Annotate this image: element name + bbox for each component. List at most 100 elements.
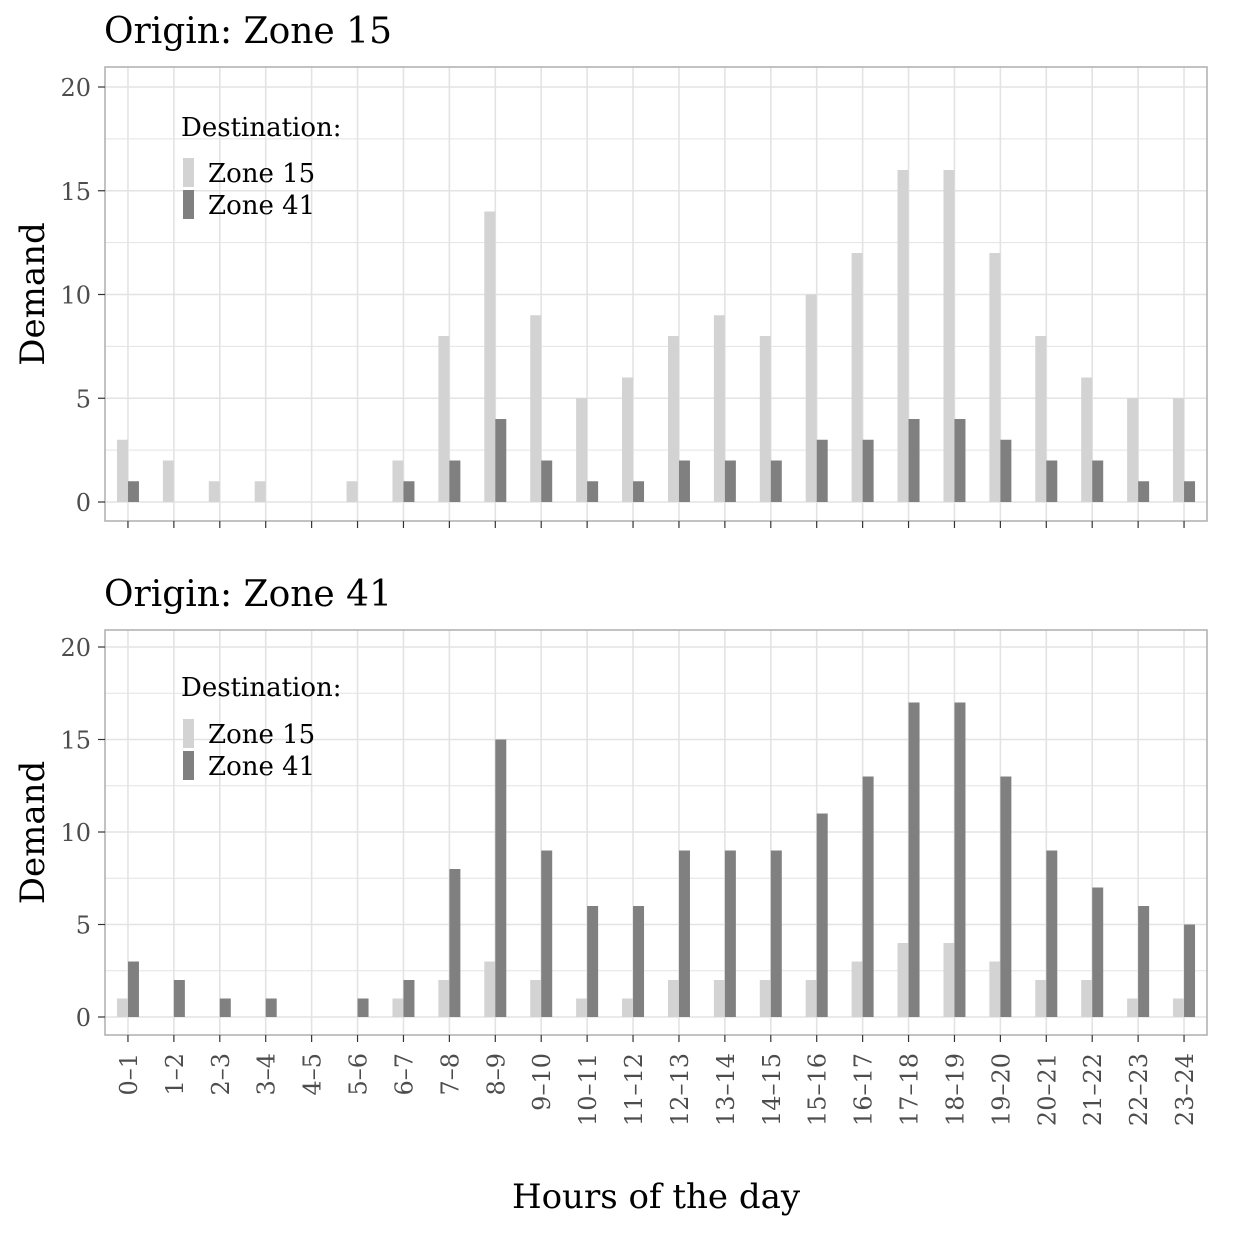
bar-zone-41-14–15 bbox=[770, 850, 782, 1017]
bar-zone-41-0–1 bbox=[127, 961, 139, 1017]
x-tick-label: 19–20 bbox=[987, 1053, 1015, 1126]
bar-zone-41-5–6 bbox=[357, 998, 369, 1017]
x-tick-label: 9–10 bbox=[528, 1053, 556, 1111]
x-tick-label: 4–5 bbox=[299, 1053, 327, 1096]
bar-zone-41-16–17 bbox=[862, 439, 874, 502]
x-tick-label: 5–6 bbox=[345, 1053, 373, 1096]
bar-zone-41-11–12 bbox=[633, 481, 645, 502]
bar-zone-15-13–14 bbox=[713, 315, 725, 502]
bar-zone-15-5–6 bbox=[346, 481, 358, 502]
bar-zone-15-11–12 bbox=[622, 377, 634, 502]
bar-zone-15-20–21 bbox=[1035, 336, 1047, 502]
bar-zone-41-23–24 bbox=[1184, 481, 1196, 502]
legend-label-zone-41: Zone 41 bbox=[208, 752, 315, 782]
bar-zone-41-2–3 bbox=[219, 998, 231, 1017]
bar-zone-41-23–24 bbox=[1184, 924, 1196, 1017]
bar-zone-41-20–21 bbox=[1046, 850, 1058, 1017]
bar-zone-15-12–13 bbox=[667, 336, 679, 502]
x-tick-label: 8–9 bbox=[482, 1053, 510, 1096]
bar-zone-15-3–4 bbox=[254, 481, 266, 502]
x-tick-label: 6–7 bbox=[390, 1053, 418, 1096]
bar-zone-41-17–18 bbox=[908, 702, 920, 1017]
bar-zone-15-15–16 bbox=[805, 980, 817, 1017]
bar-zone-41-6–7 bbox=[403, 481, 415, 502]
x-tick-label: 17–18 bbox=[896, 1053, 924, 1126]
x-tick-label: 10–11 bbox=[574, 1053, 602, 1126]
bar-zone-41-6–7 bbox=[403, 980, 415, 1017]
bar-zone-41-22–23 bbox=[1138, 481, 1150, 502]
panel-2: 0 5 10 15 20 Origin: Zone 41 Demand Destination… bbox=[13, 574, 1208, 1126]
bar-zone-41-19–20 bbox=[1000, 776, 1012, 1017]
bar-zone-15-16–17 bbox=[851, 961, 863, 1017]
bar-zone-41-15–16 bbox=[816, 813, 828, 1017]
legend-key-zone-15 bbox=[183, 719, 194, 748]
bar-zone-15-21–22 bbox=[1081, 377, 1093, 502]
x-tick-label: 7–8 bbox=[436, 1053, 464, 1096]
bar-zone-41-9–10 bbox=[541, 850, 553, 1017]
bar-zone-41-18–19 bbox=[954, 419, 966, 502]
x-tick-label: 3–4 bbox=[253, 1053, 281, 1096]
legend-title: Destination: bbox=[181, 113, 342, 143]
y-axis-title: Demand bbox=[13, 761, 53, 905]
bar-zone-15-22–23 bbox=[1127, 998, 1139, 1017]
bar-zone-41-15–16 bbox=[816, 439, 828, 502]
bar-zone-41-10–11 bbox=[587, 481, 599, 502]
bar-zone-15-0–1 bbox=[116, 998, 128, 1017]
bar-zone-15-7–8 bbox=[438, 980, 450, 1017]
y-tick-label: 0 bbox=[76, 489, 91, 517]
bar-zone-41-12–13 bbox=[678, 850, 690, 1017]
bar-zone-15-18–19 bbox=[943, 170, 955, 502]
bar-zone-15-19–20 bbox=[989, 961, 1001, 1017]
bar-zone-15-13–14 bbox=[713, 980, 725, 1017]
y-axis-title: Demand bbox=[13, 222, 53, 366]
bar-zone-15-17–18 bbox=[897, 943, 909, 1017]
bar-zone-15-9–10 bbox=[530, 315, 542, 502]
y-tick-label: 20 bbox=[60, 74, 91, 102]
y-tick-label: 10 bbox=[60, 282, 91, 310]
x-tick-label: 12–13 bbox=[666, 1053, 694, 1126]
bar-zone-41-17–18 bbox=[908, 419, 920, 502]
x-axis-title: Hours of the day bbox=[512, 1177, 801, 1217]
legend-label-zone-15: Zone 15 bbox=[208, 720, 315, 750]
panel-title: Origin: Zone 41 bbox=[104, 574, 392, 615]
y-tick-label: 0 bbox=[76, 1004, 91, 1032]
bar-zone-15-8–9 bbox=[484, 211, 496, 502]
x-tick-label: 11–12 bbox=[620, 1053, 648, 1126]
y-tick-label: 15 bbox=[60, 727, 91, 755]
x-tick-label: 15–16 bbox=[804, 1053, 832, 1126]
x-tick-label: 2–3 bbox=[207, 1053, 235, 1096]
bar-zone-41-1–2 bbox=[173, 980, 185, 1017]
bar-zone-41-13–14 bbox=[724, 850, 736, 1017]
bar-zone-15-10–11 bbox=[576, 998, 588, 1017]
bar-zone-15-14–15 bbox=[759, 980, 771, 1017]
bar-zone-15-22–23 bbox=[1127, 398, 1139, 502]
y-tick-label: 10 bbox=[60, 819, 91, 847]
legend-title: Destination: bbox=[181, 673, 342, 703]
bar-zone-41-7–8 bbox=[449, 460, 461, 502]
bar-zone-15-20–21 bbox=[1035, 980, 1047, 1017]
x-tick-label: 1–2 bbox=[161, 1053, 189, 1096]
bar-zone-15-8–9 bbox=[484, 961, 496, 1017]
bar-zone-15-6–7 bbox=[392, 998, 404, 1017]
bar-zone-41-9–10 bbox=[541, 460, 553, 502]
bar-zone-41-8–9 bbox=[495, 739, 507, 1017]
bar-zone-41-20–21 bbox=[1046, 460, 1058, 502]
x-tick-label: 18–19 bbox=[941, 1053, 969, 1126]
bar-zone-41-10–11 bbox=[587, 906, 599, 1017]
legend-key-zone-41 bbox=[183, 190, 194, 219]
x-tick-label: 16–17 bbox=[850, 1053, 878, 1126]
x-tick-label: 22–23 bbox=[1125, 1053, 1153, 1126]
bar-zone-15-21–22 bbox=[1081, 980, 1093, 1017]
bar-zone-15-1–2 bbox=[162, 460, 174, 502]
bar-zone-15-14–15 bbox=[759, 336, 771, 502]
legend-label-zone-41: Zone 41 bbox=[208, 191, 315, 221]
bar-zone-41-3–4 bbox=[265, 998, 277, 1017]
bar-zone-15-9–10 bbox=[530, 980, 542, 1017]
bar-zone-15-11–12 bbox=[622, 998, 634, 1017]
bar-zone-15-10–11 bbox=[576, 398, 588, 502]
bar-zone-41-21–22 bbox=[1092, 460, 1104, 502]
bar-zone-41-22–23 bbox=[1138, 906, 1150, 1017]
bar-zone-41-19–20 bbox=[1000, 439, 1012, 502]
